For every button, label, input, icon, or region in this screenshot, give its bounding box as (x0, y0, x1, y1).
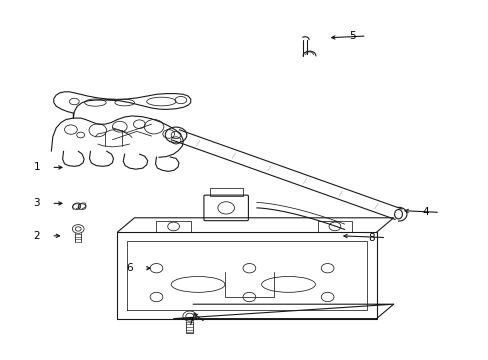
Bar (317, 221, 351, 232)
Text: 1: 1 (33, 162, 40, 172)
Text: 5: 5 (348, 31, 355, 41)
Text: 6: 6 (126, 263, 133, 273)
Text: 2: 2 (33, 231, 40, 241)
Bar (156, 221, 190, 232)
Text: 3: 3 (33, 198, 40, 208)
Text: 7: 7 (187, 317, 194, 327)
Text: 8: 8 (367, 233, 374, 243)
Text: 4: 4 (421, 207, 428, 217)
Bar (209, 188, 242, 196)
